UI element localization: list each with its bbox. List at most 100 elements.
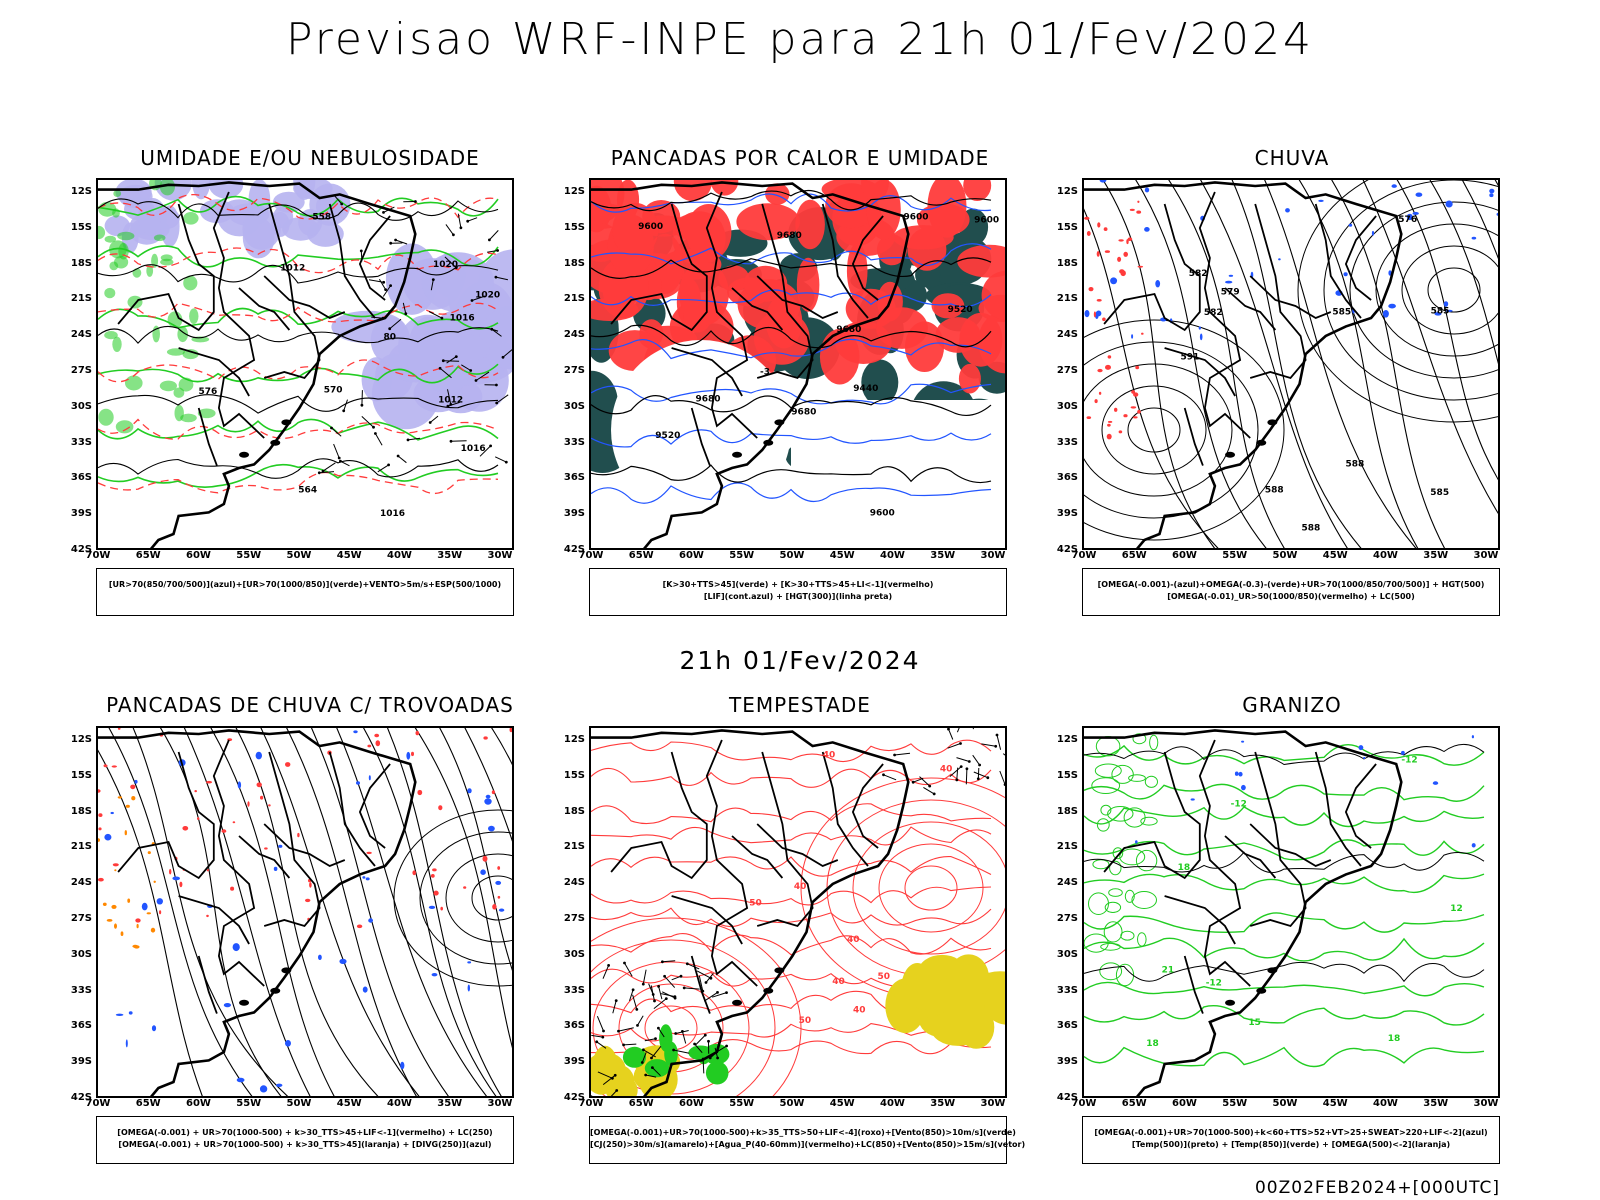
lon-tick-label: 65W	[135, 1098, 161, 1109]
lat-tick-label: 42S	[563, 544, 585, 555]
x	[1111, 798, 1128, 806]
wind-vector	[986, 776, 990, 780]
wind-vector	[978, 763, 981, 767]
hail-blue	[1238, 771, 1243, 777]
wind-vector	[387, 463, 390, 467]
wind-vector	[490, 327, 494, 331]
wind-vector	[330, 426, 333, 430]
hgt300-contour	[591, 464, 992, 484]
omega-red	[1130, 406, 1137, 409]
wind-vector	[439, 367, 452, 379]
heat-shower-green	[861, 359, 899, 406]
contour-label: 570	[324, 385, 343, 395]
wind-vector	[653, 998, 667, 1009]
lon-tick-label: 55W	[236, 550, 262, 561]
divergence-blue	[151, 1025, 157, 1032]
humidity-1000-850	[183, 212, 199, 225]
wind-vector	[893, 753, 896, 757]
pw-contour	[591, 856, 992, 877]
humidity-1000-850-contour	[98, 307, 499, 330]
thunderstorm-red	[159, 910, 162, 915]
wind-vector	[406, 438, 410, 442]
thickness-contour	[98, 418, 499, 440]
thickness-contour	[98, 471, 499, 495]
temp850-contour	[1084, 981, 1485, 997]
lat-tick-label: 39S	[563, 1056, 585, 1068]
x	[1089, 861, 1102, 881]
lat-tick-label: 33S	[70, 984, 92, 996]
contour-label: 18	[1388, 1034, 1401, 1044]
divergence-blue	[232, 943, 240, 952]
state-border	[1103, 203, 1201, 332]
wind-vector	[947, 728, 950, 731]
heat-shower-red	[981, 270, 1005, 321]
heat-shower-red	[796, 257, 820, 312]
thunderstorm-red	[366, 851, 372, 855]
contour-label: 9600	[974, 215, 999, 225]
contour-label: 9680	[791, 407, 816, 417]
wind-vector	[973, 771, 988, 779]
lat-tick-label: 15S	[1056, 221, 1078, 233]
wind-vector	[965, 768, 968, 785]
wind-vector	[469, 369, 473, 372]
contour-label: 50	[878, 972, 891, 982]
page-title: Previsao WRF-INPE para 21h 01/Fev/2024	[286, 14, 1314, 65]
thunderstorm-orange	[136, 923, 139, 929]
wind-vector	[703, 991, 718, 1002]
divergence-blue	[467, 961, 472, 964]
thunderstorm-red	[411, 751, 414, 757]
streamline-250	[159, 728, 282, 1096]
state-border	[1164, 895, 1236, 945]
thunderstorm-red	[497, 866, 501, 870]
contour-label: 1016	[450, 313, 475, 323]
wind-vector	[440, 316, 444, 320]
wind-vector	[994, 744, 998, 748]
lat-tick-label: 36S	[1056, 1020, 1078, 1032]
thunderstorm-red	[264, 847, 268, 850]
lat-tick-label: 12S	[70, 734, 92, 745]
x	[1084, 808, 1092, 821]
wind-vector	[454, 355, 458, 358]
humidity-1000-850	[178, 377, 194, 392]
contour-label: 40	[847, 935, 860, 945]
heat-shower-red	[765, 183, 790, 205]
heat-shower-red	[931, 293, 965, 319]
wind-vector	[337, 456, 341, 460]
contour-label: 1012	[280, 264, 305, 274]
divergence-blue	[339, 958, 347, 964]
omega-red	[1135, 365, 1140, 370]
lat-tick-label: 12S	[70, 186, 92, 197]
wind-vector	[374, 433, 383, 446]
hgt300-contour	[591, 189, 992, 212]
thunderstorm-orange	[117, 796, 123, 799]
wind-vector	[632, 994, 638, 1010]
omega-red	[1120, 270, 1126, 277]
x	[1147, 870, 1159, 888]
humidity-1000-850	[160, 254, 173, 262]
lat-tick-label: 33S	[563, 984, 585, 996]
lon-tick-label: 55W	[1222, 550, 1248, 561]
hgt500-contour	[1362, 180, 1498, 515]
hgt500-contour	[1323, 180, 1498, 401]
thunderstorm-red	[268, 804, 271, 807]
humidity-1000-850	[104, 331, 118, 340]
heat-shower-red	[795, 199, 825, 250]
lat-tick-label: 36S	[70, 472, 92, 484]
lon-tick-label: 70W	[1071, 550, 1097, 561]
wind-vector	[394, 238, 397, 242]
lat-tick-label: 24S	[563, 329, 585, 341]
lake	[1267, 967, 1278, 974]
lat-tick-label: 12S	[1056, 734, 1078, 745]
divergence-blue	[368, 775, 371, 781]
thunderstorm-red	[309, 882, 312, 888]
wind-vector	[657, 1026, 660, 1030]
humidity-1000-850	[117, 231, 135, 241]
lon-tick-label: 40W	[1373, 550, 1398, 561]
jet-250	[591, 1052, 626, 1086]
temp850-contour	[1109, 860, 1122, 876]
lon-tick-label: 55W	[729, 550, 755, 561]
lake	[281, 419, 292, 426]
omega-red	[1123, 414, 1128, 418]
wind-vector	[679, 974, 683, 978]
wind-vector	[382, 285, 392, 297]
